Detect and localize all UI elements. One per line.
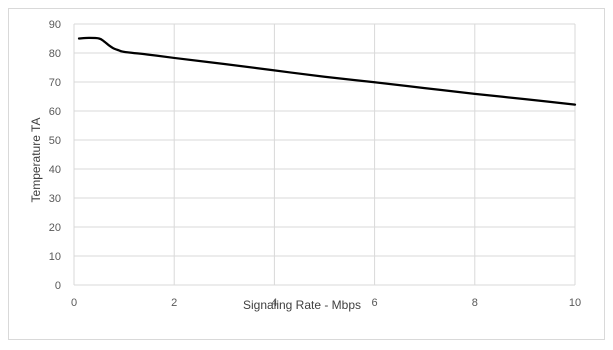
x-tick-label: 10	[569, 297, 581, 309]
y-tick-label: 60	[49, 106, 61, 118]
y-tick-label: 30	[49, 193, 61, 205]
y-tick-label: 90	[49, 19, 61, 31]
x-tick-label: 0	[71, 297, 77, 309]
y-tick-label: 20	[49, 222, 61, 234]
y-tick-label: 80	[49, 48, 61, 60]
series-group	[77, 36, 577, 106]
y-tick-label: 50	[49, 135, 61, 147]
x-tick-label: 8	[472, 297, 478, 309]
chart-border	[8, 8, 605, 340]
x-tick-label: 4	[271, 297, 277, 309]
x-tick-label: 2	[171, 297, 177, 309]
gridlines	[73, 23, 576, 286]
series-line	[77, 36, 577, 106]
y-axis-title: Temperature TA	[29, 118, 43, 203]
y-tick-label: 70	[49, 77, 61, 89]
x-axis-ticks: 0 2 4 6 8 10	[71, 297, 581, 309]
x-tick-label: 6	[372, 297, 378, 309]
y-tick-label: 10	[49, 251, 61, 263]
y-axis-ticks: 0 10 20 30 40 50 60 70 80 90	[49, 19, 61, 292]
y-tick-label: 0	[55, 280, 61, 292]
x-axis-title: Signaling Rate - Mbps	[243, 298, 361, 312]
y-tick-label: 40	[49, 164, 61, 176]
